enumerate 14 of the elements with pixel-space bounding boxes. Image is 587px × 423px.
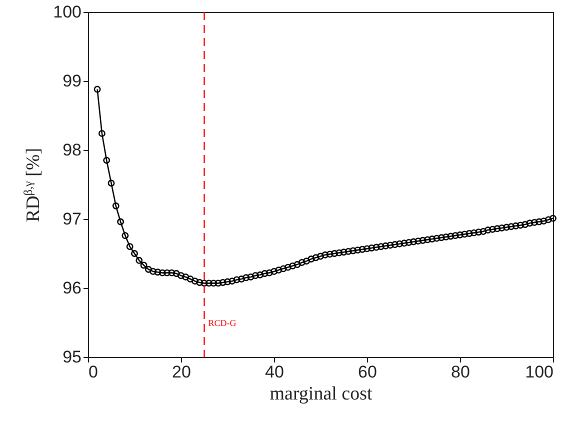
x-axis-title: marginal cost: [270, 384, 373, 404]
x-tick-label: 0: [88, 362, 98, 382]
ref-line-label: RCD-G: [208, 318, 237, 328]
y-tick-label: 99: [62, 72, 82, 90]
y-tick-label: 95: [62, 348, 82, 366]
y-tick-label: 96: [62, 278, 82, 298]
x-tick-label: 40: [265, 362, 284, 382]
x-tick-label: 60: [358, 362, 377, 382]
x-tick-label: 100: [525, 362, 554, 382]
x-tick-label: 20: [172, 362, 191, 382]
y-tick-label: 98: [62, 140, 82, 160]
y-tick-label: 100: [53, 2, 82, 22]
x-tick-label: 80: [451, 362, 470, 382]
y-tick-label: 97: [62, 210, 82, 228]
